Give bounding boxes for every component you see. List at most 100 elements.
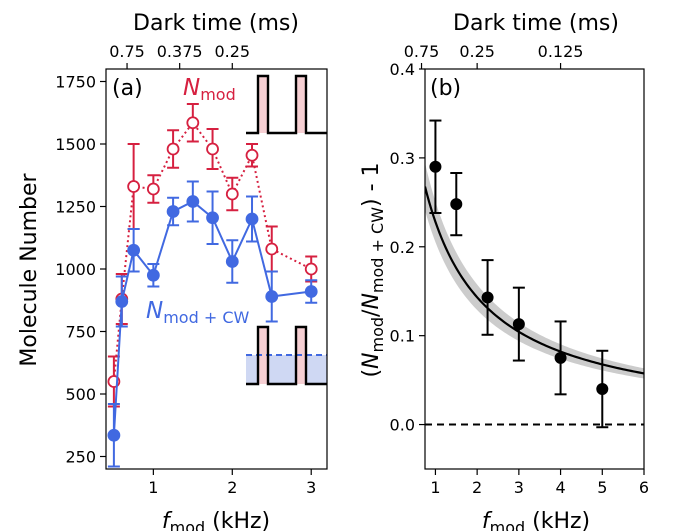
panel-b-top-axis-title: Dark time (ms) [453,11,619,36]
x-tick-label: 5 [597,478,607,497]
y-tick-label: 0.3 [390,149,415,168]
fit-curve [425,186,644,375]
ylabel-part-close: ) - 1 [359,162,384,207]
panel-a-plot-area [107,103,318,468]
top-tick-label: 0.375 [157,42,203,61]
data-point [186,195,200,208]
panel-b-frame [424,68,645,470]
y-tick-label: 1250 [55,198,96,217]
pulse-trace-mod-cw [246,325,327,386]
data-point [166,142,180,156]
panel-a-top-axis: 0.75 0.375 0.25 [109,42,250,69]
ylabel-part-sub2: mod + CW [368,207,387,293]
top-tick-label: 0.125 [538,42,584,61]
data-point [304,262,318,276]
panel-b-xlabel-unit: (kHz) [525,509,590,531]
x-tick-label: 2 [472,478,482,497]
panel-a-xlabel-unit: (kHz) [205,509,270,531]
ylabel-part-n2: N [359,293,384,309]
data-point [206,211,219,225]
data-point [596,383,609,395]
data-point [206,142,219,156]
y-tick-label: 250 [65,448,96,467]
panel-b-xlabel-f: f [482,509,493,531]
legend-n-mod: Nmod [183,75,236,104]
panel-b-y-axis: 0.0 0.1 0.2 0.3 0.4 [390,60,425,435]
ylabel-part-n1: N [359,352,384,368]
pulse-fill-1 [258,76,268,133]
x-tick-label: 1 [148,478,158,497]
panel-b-y-axis-title: (Nmod/Nmod + CW) - 1 [359,162,387,377]
y-tick-label: 1750 [55,73,96,92]
ylabel-part-sub1: mod [368,317,387,353]
data-point [225,255,239,268]
panel-b-x-axis: 1 2 3 4 5 6 [430,469,649,497]
data-point [146,268,160,282]
y-tick-label: 0.2 [390,238,415,257]
y-tick-label: 1000 [55,260,96,279]
data-point [450,198,463,211]
panel-a-top-axis-title: Dark time (ms) [133,11,299,36]
data-point [554,351,567,364]
y-tick-label: 500 [65,385,96,404]
pulse-fill-2 [296,76,306,133]
y-tick-label: 0.1 [390,327,415,346]
data-point [429,160,442,173]
pulse-inset-mod [246,74,327,135]
data-point [166,205,180,218]
legend-n-mod-cw-sub: mod + CW [163,308,249,327]
top-tick-label: 0.25 [459,42,495,61]
data-point [245,212,259,226]
pulse-fill-3 [258,327,268,384]
panel-a-xlabel-sub: mod [170,518,206,531]
panel-a-y-axis: 250 500 750 1000 1250 1500 1750 [55,73,106,467]
y-tick-label: 1500 [55,135,96,154]
data-point [481,291,494,304]
pulse-inset-mod-cw [246,325,327,386]
data-point [265,242,279,256]
top-tick-label: 0.75 [109,42,145,61]
y-tick-label: 750 [65,323,96,342]
data-point [127,243,141,257]
panel-a-y-axis-title: Molecule Number [17,172,42,366]
series-line-n-mod [112,121,312,382]
panel-a-x-axis: 1 2 3 [148,469,316,497]
data-point [265,290,279,303]
panel-a-label: (a) [112,76,143,101]
x-tick-label: 4 [555,478,565,497]
panel-b-top-axis: 0.75 0.25 0.125 [404,42,584,69]
panel-a: Dark time (ms) 0.75 0.375 0.25 Molecule Nu… [17,11,328,531]
data-point [245,148,259,162]
x-tick-label: 3 [514,478,524,497]
panel-a-frame [105,68,328,470]
pulse-trace-mod [246,74,327,135]
panel-a-x-axis-title: fmod (kHz) [162,509,270,531]
legend-n-mod-sub: mod [200,85,236,104]
x-tick-label: 1 [430,478,440,497]
data-point [186,116,200,130]
data-point [512,318,525,331]
y-tick-label: 0.0 [390,416,415,435]
fit-confidence-band [425,162,644,379]
x-tick-label: 6 [639,478,649,497]
ylabel-part-open: ( [359,369,384,378]
data-point [304,285,318,298]
data-point [107,428,121,442]
panel-b: Dark time (ms) 0.75 0.25 0.125 (Nmod/Nmod … [359,11,649,531]
legend-n-mod-main: N [183,75,200,101]
panel-b-label: (b) [430,76,461,101]
data-point [146,182,160,196]
x-tick-label: 3 [306,478,316,497]
panel-a-xlabel-f: f [162,509,173,531]
ylabel-part-slash: / [359,309,384,317]
top-tick-label: 0.25 [214,42,250,61]
panel-b-plot-area [425,119,644,429]
legend-n-mod-cw-main: N [146,298,163,324]
data-point [225,187,239,201]
panel-b-x-axis-title: fmod (kHz) [482,509,590,531]
top-tick-label: 0.75 [404,42,440,61]
y-tick-label: 0.4 [390,60,415,79]
x-tick-label: 2 [227,478,237,497]
data-point [127,180,141,193]
